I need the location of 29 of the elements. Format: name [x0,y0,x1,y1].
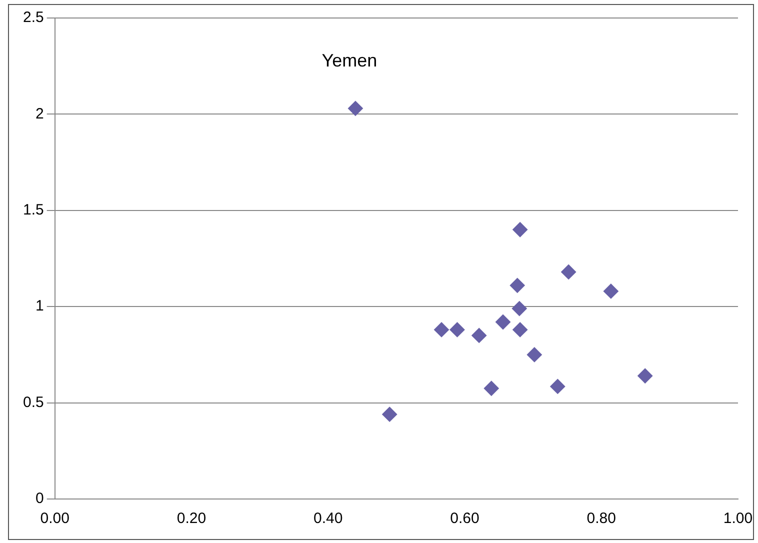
point [561,264,576,280]
point [550,378,566,394]
y-tick-label: 0 [36,490,44,508]
point [512,301,527,316]
y-tick-label: 1 [36,298,44,315]
point [382,406,398,422]
y-tick-label: 2 [36,105,44,122]
point [484,380,499,396]
x-tick-label: 0.80 [586,510,616,528]
y-tick-label: 0.5 [22,394,44,411]
point [526,347,542,362]
x-tick-label: 0.00 [40,510,70,528]
point [638,368,653,384]
y-tick-label: 1.5 [22,202,44,219]
y-tick-label: 2.5 [22,9,44,26]
point [495,314,510,330]
point [472,328,487,343]
point [450,322,465,338]
x-tick-label: 0.40 [314,510,343,528]
point [348,100,363,116]
x-tick-label: 1.00 [723,510,753,528]
point [603,284,618,299]
point [512,322,528,338]
point [434,322,450,338]
x-tick-label: 0.20 [176,510,206,528]
point [510,278,525,293]
x-tick-label: 0.60 [450,510,480,528]
point [512,222,528,238]
annotation: Yemen [322,50,378,70]
